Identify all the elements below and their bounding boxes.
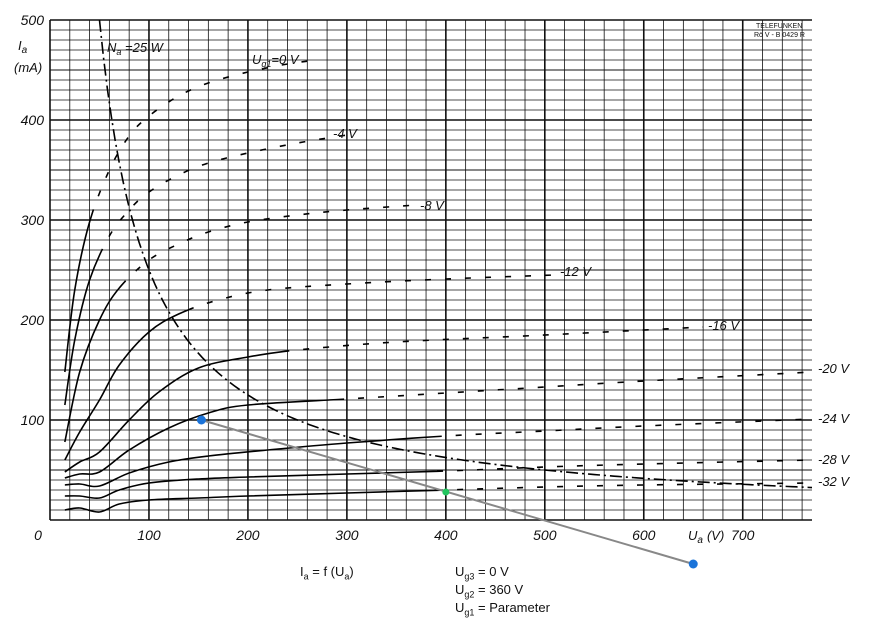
condition-ug3: Ug3 = 0 V (455, 564, 509, 582)
x-tick-label: 300 (335, 527, 359, 543)
x-tick-label: 100 (137, 527, 161, 543)
load-line-end-point (688, 559, 698, 569)
series-label-minus-4v: -4 V (333, 126, 358, 141)
y-tick-label: 200 (20, 312, 45, 328)
x-tick-label: 200 (235, 527, 260, 543)
brand-name: TELEFUNKEN (756, 23, 802, 30)
y-axis-unit: (mA) (14, 60, 42, 75)
load-line-group (196, 415, 698, 569)
formula-caption: Ia = f (Ua) (300, 564, 354, 582)
series-label-minus-32v: -32 V (818, 474, 850, 489)
characteristic-curve (64, 274, 555, 461)
y-tick-label: 300 (21, 212, 45, 228)
power-curve-label: Na =25 W (107, 40, 165, 57)
characteristic-curve (64, 482, 813, 513)
characteristic-curve (64, 204, 417, 443)
characteristic-curve (64, 459, 813, 500)
series-label-minus-16v: -16 V (708, 318, 740, 333)
x-tick-label: 0 (34, 527, 42, 543)
y-axis-label: Ia (18, 38, 28, 56)
x-axis-label: Ua (V) (688, 528, 724, 546)
load-line-start-point (196, 415, 206, 425)
series-label-minus-12v: -12 V (560, 264, 592, 279)
characteristic-curve (64, 418, 813, 488)
characteristic-curves (64, 59, 813, 513)
x-tick-label: 700 (731, 527, 755, 543)
series-label-minus-24v: -24 V (818, 411, 850, 426)
characteristic-curve (64, 59, 318, 373)
brand-code: Rö V - B 0429 R (754, 32, 805, 39)
y-tick-label: 400 (21, 112, 45, 128)
power-limit-hyperbola (98, 19, 813, 489)
x-tick-label: 500 (533, 527, 557, 543)
condition-ug1: Ug1 = Parameter (455, 600, 550, 618)
power-limit-curve-group (98, 19, 813, 489)
y-tick-label: 100 (21, 412, 45, 428)
series-label-ug1-0v: Ug1=0 V (252, 52, 300, 69)
x-tick-label: 600 (632, 527, 656, 543)
axis-tick-labels: 0 100 200 300 400 500 600 700 100 200 300 400 500 (20, 12, 755, 543)
operating-point-marker (442, 488, 450, 496)
characteristic-curve (64, 371, 813, 479)
y-tick-label: 500 (21, 12, 45, 28)
condition-ug2: Ug2 = 360 V (455, 582, 524, 600)
series-label-minus-28v: -28 V (818, 452, 850, 467)
series-label-minus-8v: -8 V (420, 198, 445, 213)
x-tick-label: 400 (434, 527, 458, 543)
chart-grid (49, 19, 812, 521)
characteristic-curve (64, 134, 348, 406)
characteristic-curve (64, 326, 704, 473)
series-label-minus-20v: -20 V (818, 361, 850, 376)
